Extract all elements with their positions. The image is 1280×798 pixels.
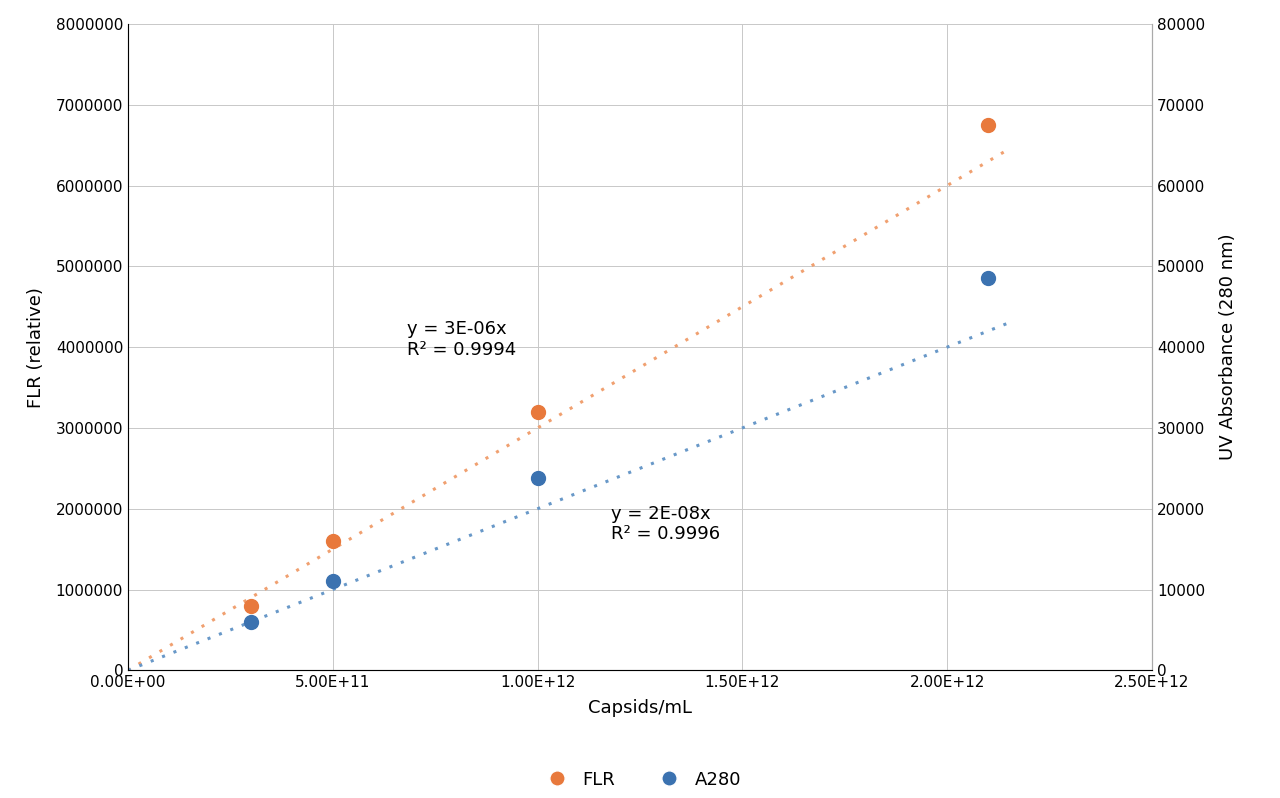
A280 <box>241 615 261 628</box>
Text: y = 3E-06x
R² = 0.9994: y = 3E-06x R² = 0.9994 <box>407 321 516 359</box>
A280 <box>978 272 998 285</box>
FLR <box>527 405 548 418</box>
FLR <box>241 599 261 612</box>
FLR <box>323 535 343 547</box>
X-axis label: Capsids/mL: Capsids/mL <box>588 698 692 717</box>
A280 <box>323 575 343 588</box>
Legend: FLR, A280: FLR, A280 <box>531 764 749 796</box>
Y-axis label: UV Absorbance (280 nm): UV Absorbance (280 nm) <box>1219 234 1236 460</box>
Text: y = 2E-08x
R² = 0.9996: y = 2E-08x R² = 0.9996 <box>612 504 721 543</box>
Y-axis label: FLR (relative): FLR (relative) <box>27 286 45 408</box>
A280 <box>527 472 548 484</box>
FLR <box>978 119 998 132</box>
